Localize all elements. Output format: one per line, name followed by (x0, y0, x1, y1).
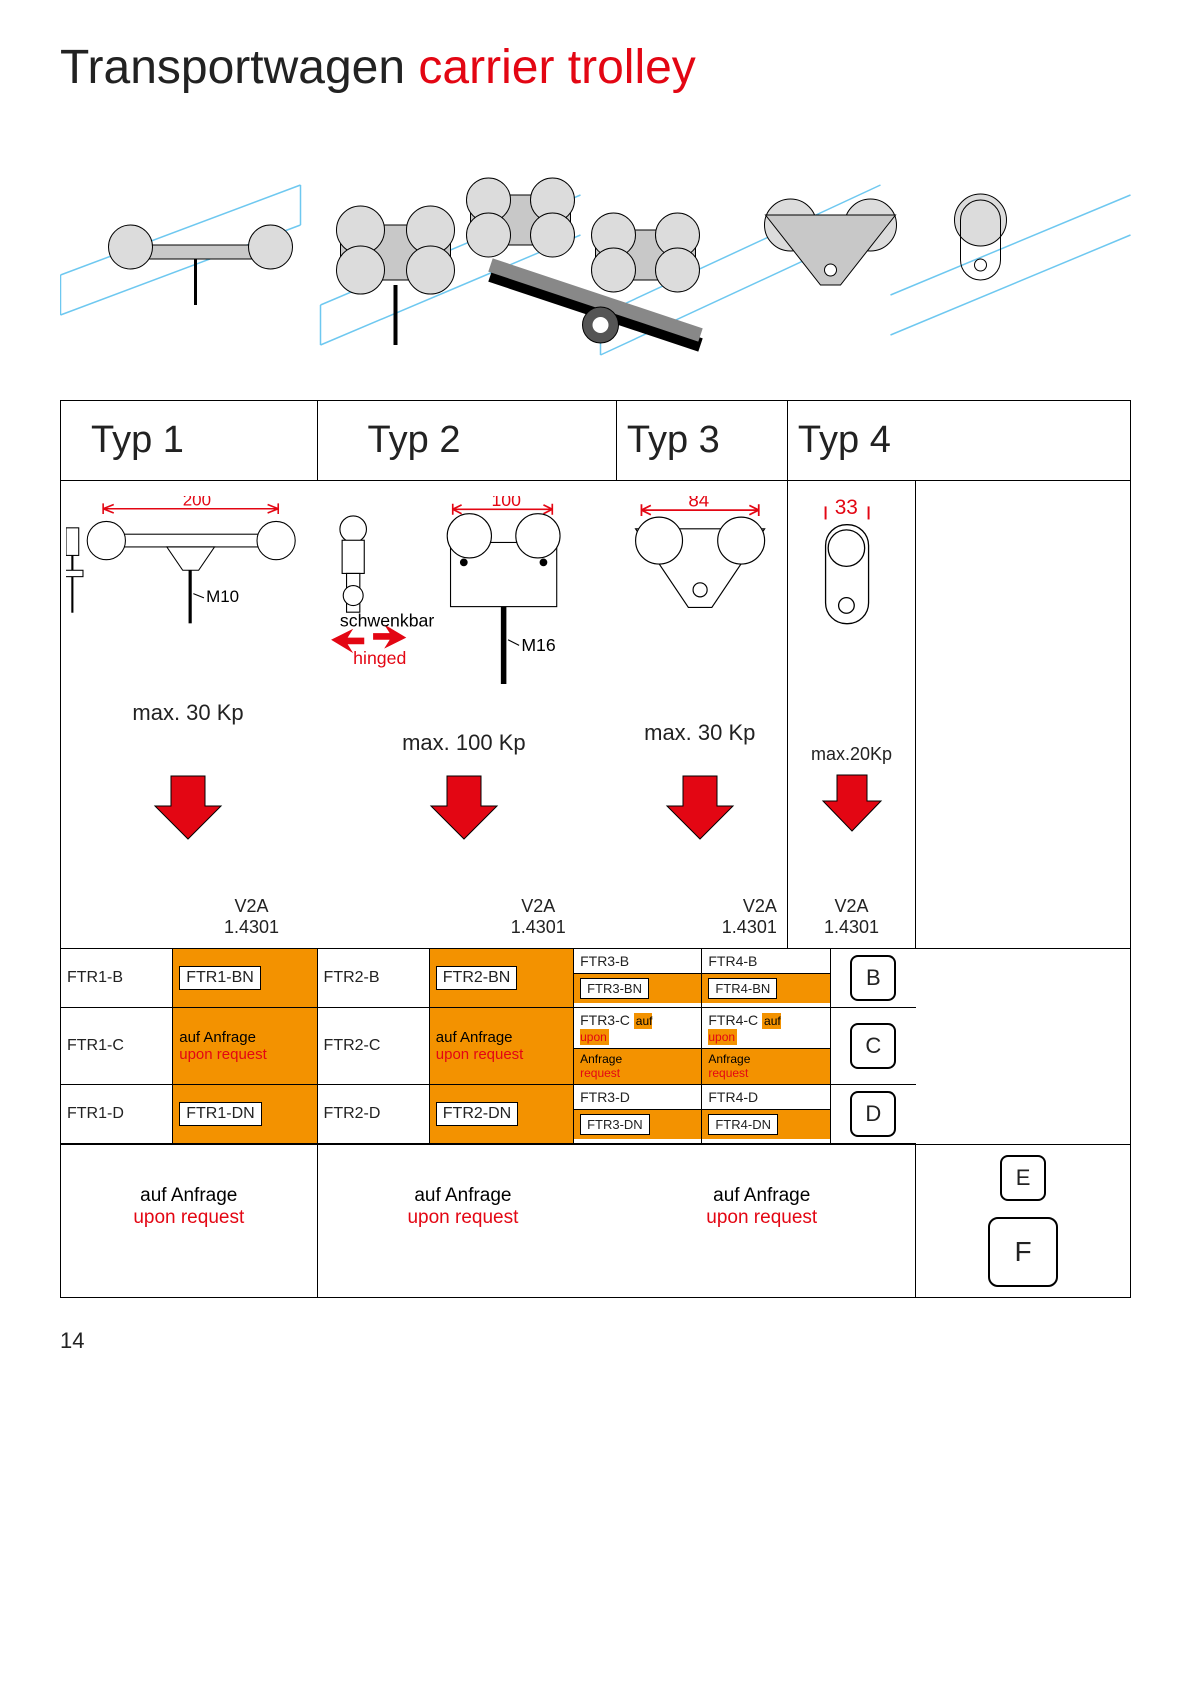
down-arrow-icon (429, 771, 499, 841)
product-split-cell: FTR3-DFTR3-DN (574, 1085, 702, 1144)
type-1-header: Typ 1 (61, 401, 318, 480)
product-cell: FTR1-BN (173, 949, 317, 1008)
product-cell: FTR2-B (318, 949, 430, 1008)
typ3-load: max. 30 Kp (618, 720, 782, 746)
svg-text:schwenkbar: schwenkbar (340, 611, 434, 631)
svg-text:200: 200 (183, 496, 211, 510)
typ4-diagram: 33 (793, 496, 910, 731)
down-arrow-icon (665, 771, 735, 841)
typ4-load: max.20Kp (793, 744, 910, 765)
material-number: 1.4301 (188, 917, 315, 938)
product-cell: FTR2-DN (430, 1085, 574, 1144)
down-arrow-icon (821, 771, 883, 833)
material-grade: V2A (188, 896, 315, 917)
title-de: Transportwagen (60, 41, 405, 94)
typ1-diagram: 200 (66, 496, 310, 687)
type-header-row: Typ 1 Typ 2 Typ 3 Typ 4 (61, 401, 1130, 481)
typ2-load: max. 100 Kp (320, 730, 608, 756)
profile-B-icon: B (831, 949, 917, 1008)
page-number: 14 (60, 1328, 1131, 1354)
type-3-header: Typ 3 (617, 401, 788, 480)
product-cell: FTR1-D (61, 1085, 173, 1144)
type-2-header: Typ 2 (318, 401, 617, 480)
product-cell: FTR1-C (61, 1008, 173, 1085)
svg-text:33: 33 (835, 496, 858, 519)
svg-text:M10: M10 (206, 587, 239, 606)
typ2-diagram: schwenkbar hinged 100 (320, 496, 608, 717)
product-cell: FTR1-DN (173, 1085, 317, 1144)
product-split-cell: FTR4-DFTR4-DN (702, 1085, 830, 1144)
product-split-cell: FTR4-C aufuponAnfragerequest (702, 1008, 830, 1085)
product-cell: FTR2-BN (430, 949, 574, 1008)
product-split-cell: FTR4-BFTR4-BN (702, 949, 830, 1008)
svg-text:M16: M16 (521, 635, 556, 655)
isometric-illustration (60, 115, 1131, 375)
product-cell: FTR2-C (318, 1008, 430, 1085)
profile-D-icon: D (831, 1085, 917, 1144)
profile-E-icon: E (1000, 1155, 1046, 1201)
typ3-diagram: 84 (618, 496, 782, 707)
typ1-load: max. 30 Kp (66, 700, 310, 726)
product-split-cell: FTR3-C aufuponAnfragerequest (574, 1008, 702, 1085)
down-arrow-icon (153, 771, 223, 841)
product-code-grid: FTR1-BFTR1-BNFTR2-BFTR2-BNFTR3-BFTR3-BNF… (61, 948, 1130, 1144)
svg-text:100: 100 (492, 496, 522, 510)
product-cell: FTR2-D (318, 1085, 430, 1144)
profile-F-icon: F (988, 1217, 1058, 1287)
product-cell: auf Anfrageupon request (430, 1008, 574, 1085)
profile-C-icon: C (831, 1008, 917, 1085)
type-4-header: Typ 4 (788, 401, 1130, 480)
title-en: carrier trolley (418, 41, 695, 94)
spec-table: Typ 1 Typ 2 Typ 3 Typ 4 200 (60, 400, 1131, 1298)
product-split-cell: FTR3-BFTR3-BN (574, 949, 702, 1008)
svg-text:hinged: hinged (353, 648, 406, 668)
product-cell: FTR1-B (61, 949, 173, 1008)
product-cell: auf Anfrageupon request (173, 1008, 317, 1085)
page-title: Transportwagen carrier trolley (60, 40, 1131, 95)
svg-text:84: 84 (688, 496, 709, 511)
